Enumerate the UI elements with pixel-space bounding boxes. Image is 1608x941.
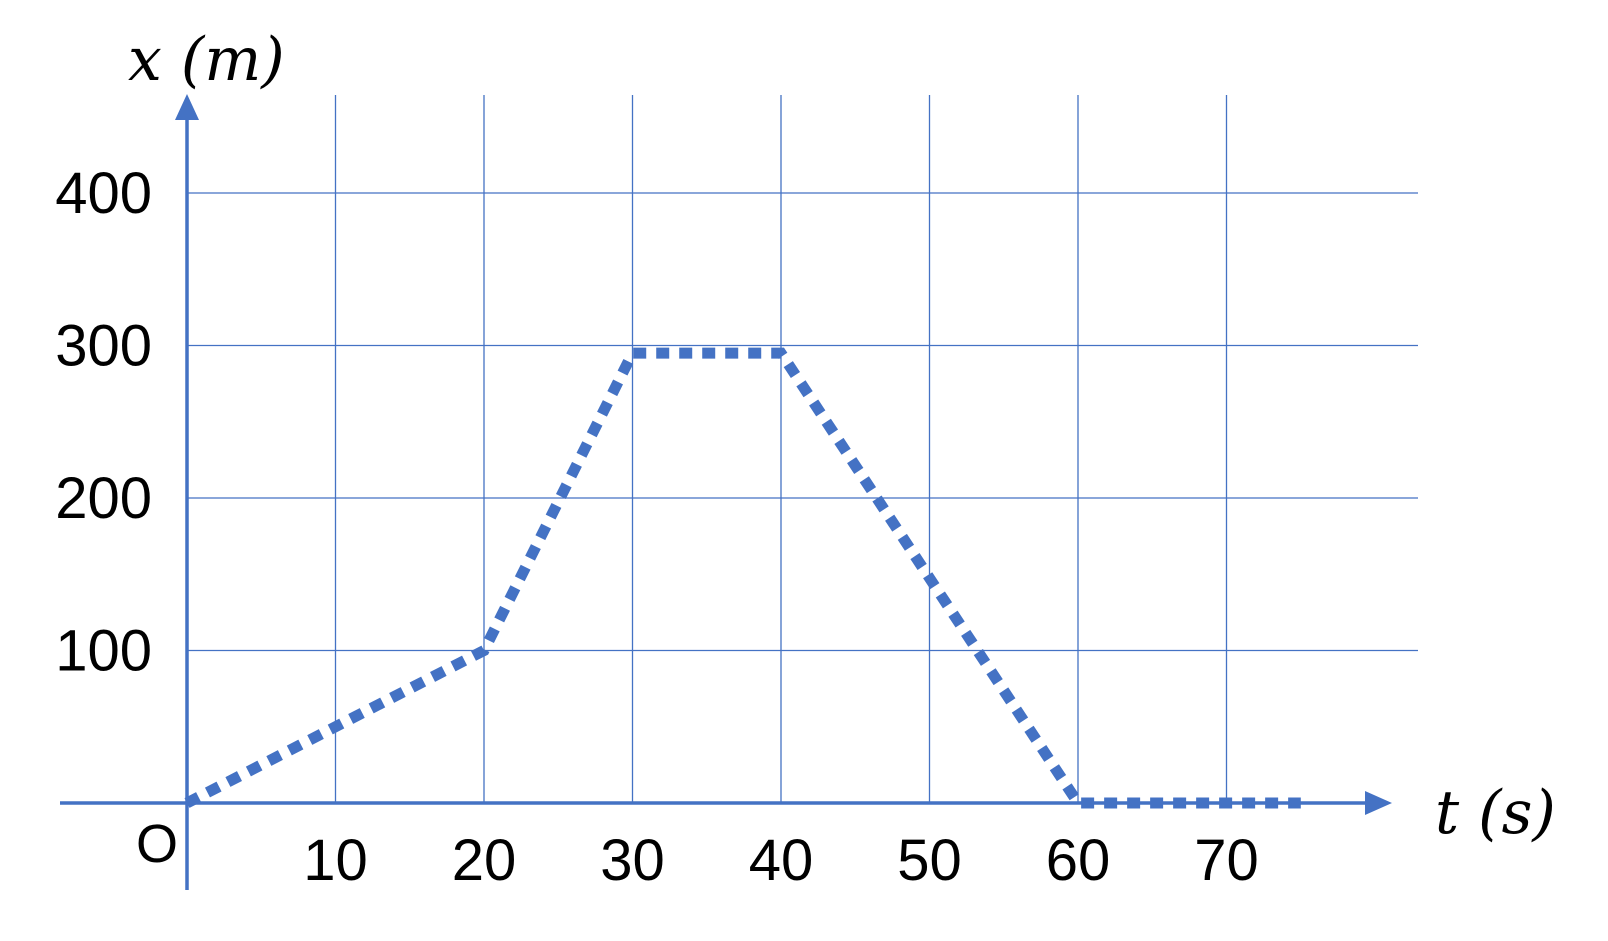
y-tick-label-100: 100	[55, 619, 152, 684]
series-line-0	[184, 347, 1301, 809]
grid	[187, 95, 1418, 803]
x-tick-label-10: 10	[303, 828, 368, 893]
x-tick-label-50: 50	[897, 828, 962, 893]
y-tick-label-400: 400	[55, 161, 152, 226]
x-tick-label-60: 60	[1046, 828, 1111, 893]
x-tick-label-20: 20	[452, 828, 517, 893]
x-tick-label-70: 70	[1194, 828, 1259, 893]
y-tick-label-300: 300	[55, 314, 152, 379]
y-tick-label-200: 200	[55, 466, 152, 531]
origin-label: O	[136, 814, 178, 874]
series-layer	[184, 347, 1301, 809]
x-tick-label-30: 30	[600, 828, 665, 893]
x-axis-title: t (s)	[1435, 778, 1556, 848]
labels: 10 20 30 40 50 60 70 100 200 300 400 Ox (m) t (s)	[55, 25, 1556, 893]
x-axis-arrow	[1365, 791, 1392, 815]
y-axis-arrow	[175, 94, 199, 120]
x-tick-label-40: 40	[749, 828, 814, 893]
y-axis-title: x (m)	[128, 25, 285, 95]
